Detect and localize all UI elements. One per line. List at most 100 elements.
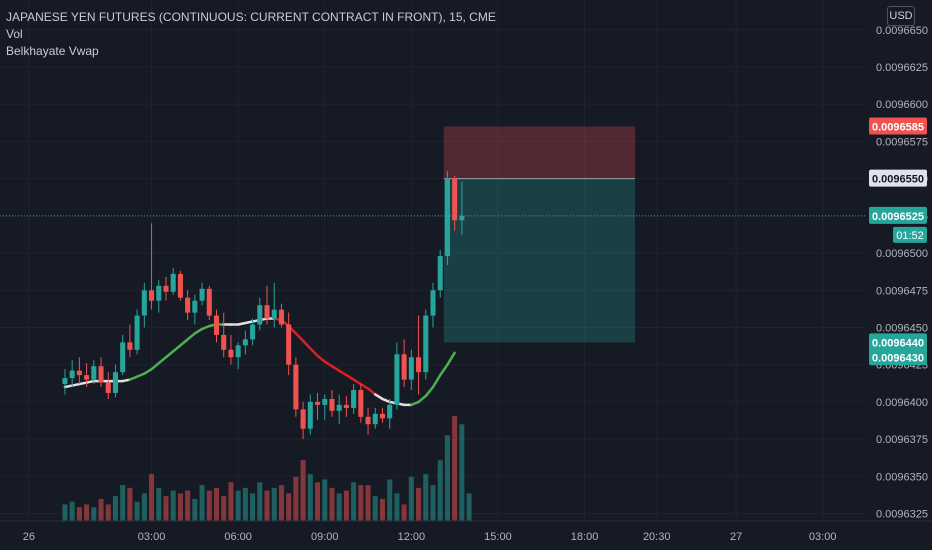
entry-price-label-bg: [869, 169, 927, 187]
vwap-segment: [352, 378, 363, 386]
time-axis-bg: [0, 521, 932, 550]
candle-body: [199, 288, 205, 301]
vwap-segment: [366, 387, 377, 396]
stop-price-label: 0.0096585: [872, 122, 924, 134]
volume-bar: [69, 501, 75, 521]
symbol-title[interactable]: JAPANESE YEN FUTURES (CONTINUOUS: CURREN…: [6, 10, 496, 24]
volume-bar: [322, 479, 328, 521]
volume-bar: [423, 474, 429, 521]
candle-body: [387, 404, 393, 419]
volume-bar: [365, 485, 371, 521]
vwap-segment: [359, 382, 370, 390]
candle-body: [91, 366, 97, 380]
volume-bar: [264, 490, 270, 521]
volume-bar: [156, 487, 162, 521]
price-tick-label: 0.0096575: [876, 136, 928, 148]
candle-body: [112, 372, 118, 393]
candle-body: [423, 315, 429, 373]
volume-bar: [221, 496, 227, 521]
entry-price-label: 0.0096550: [872, 174, 924, 186]
chart-legend: JAPANESE YEN FUTURES (CONTINUOUS: CURREN…: [6, 9, 496, 60]
candle-body: [401, 354, 407, 380]
volume-bar: [300, 460, 306, 521]
candle-body: [156, 285, 162, 301]
candle-body: [408, 357, 414, 380]
candle-body: [459, 215, 465, 221]
price-tick-label: 0.0096500: [876, 248, 928, 260]
candle-body: [293, 364, 299, 410]
price-tick-label: 0.0096350: [876, 471, 928, 483]
volume-bar: [105, 504, 111, 521]
candle-body: [358, 390, 364, 417]
candle-body: [343, 404, 349, 408]
position-zones: [443, 126, 636, 343]
stop-loss-zone: [443, 126, 636, 179]
indicator-vwap-label[interactable]: Belkhayate Vwap: [6, 44, 99, 58]
volume-bar: [293, 476, 299, 521]
price-tick-label: 0.0096650: [876, 25, 928, 37]
volume-bar: [228, 482, 234, 521]
volume-bar: [98, 498, 104, 521]
candle-body: [264, 305, 270, 319]
vwap-segment: [337, 369, 348, 377]
candle-body: [62, 378, 68, 385]
volume-bar: [307, 474, 313, 521]
vwap-segment: [171, 344, 182, 353]
candle-body: [84, 375, 90, 380]
candle-body: [278, 309, 284, 325]
volume-bar: [91, 507, 97, 521]
target-price-label-bg: [869, 333, 927, 351]
vwap-segment: [374, 393, 384, 401]
vwap-segment: [157, 356, 168, 365]
volume-bar: [76, 507, 82, 521]
time-tick-label: 12:00: [398, 531, 426, 543]
volume-bar: [351, 482, 357, 521]
vwap-segment: [179, 338, 189, 347]
currency-button[interactable]: USD: [887, 6, 915, 26]
candle-body: [170, 273, 176, 292]
candle-body: [430, 290, 436, 316]
volume-bar: [199, 485, 205, 521]
indicator-vol-label[interactable]: Vol: [6, 27, 23, 41]
candle-body: [185, 297, 191, 313]
price-tick-label: 0.0096325: [876, 509, 928, 521]
candle-body: [192, 300, 198, 313]
vwap-segment: [410, 400, 420, 407]
candle-body: [351, 390, 357, 408]
volume-bar: [430, 485, 436, 521]
volume-bar: [213, 487, 220, 521]
price-tick-label: 0.0096475: [876, 285, 928, 297]
candle-body: [257, 305, 263, 325]
vwap-price-label-bg: [869, 348, 927, 366]
vwap-segment: [135, 372, 146, 378]
volume-bar: [437, 460, 443, 521]
volume-bar: [387, 479, 393, 521]
volume-bar: [444, 435, 450, 521]
candle-body: [416, 357, 422, 373]
vwap-segment: [301, 339, 312, 350]
candle-body: [336, 404, 342, 411]
price-tick-label: 0.0096375: [876, 434, 928, 446]
volume-bar: [250, 493, 256, 521]
candle-body: [120, 342, 126, 373]
vwap-segment: [128, 375, 139, 381]
candle-body: [379, 413, 386, 419]
vwap-segment: [330, 364, 341, 372]
stop-price-label-bg: [869, 117, 927, 135]
volume-bar: [459, 424, 465, 521]
current-price-label-bg: [869, 206, 927, 224]
volume-bars: [62, 416, 472, 521]
volume-bar: [127, 487, 133, 521]
vwap-segment: [143, 367, 153, 375]
volume-bar: [278, 485, 284, 521]
vwap-segment: [424, 385, 435, 398]
time-tick-label: 03:00: [138, 531, 166, 543]
candle-body: [315, 401, 321, 405]
volume-bar: [372, 496, 378, 521]
volume-bar: [358, 485, 364, 521]
volume-bar: [315, 482, 321, 521]
time-tick-label: 20:30: [643, 531, 671, 543]
price-axis-bg: [866, 0, 932, 550]
